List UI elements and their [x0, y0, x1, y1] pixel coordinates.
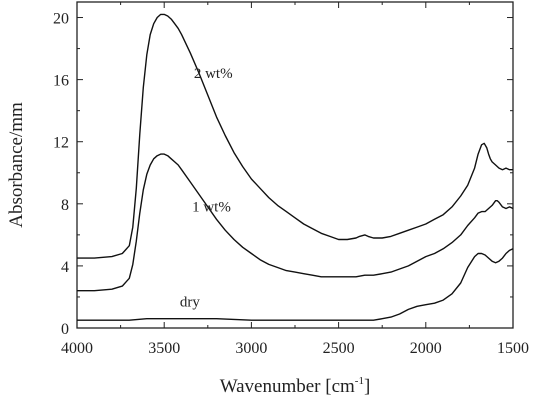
- y-tick-label: 0: [61, 321, 69, 338]
- series-annotation: 2 wt%: [194, 66, 233, 82]
- x-tick-label: 2000: [410, 340, 442, 357]
- x-ticks: 4000 3500 3000 2500 2000 1500: [61, 2, 529, 357]
- series-annotation: dry: [180, 294, 200, 310]
- x-tick-label: 3500: [148, 340, 180, 357]
- x-tick-label: 2500: [323, 340, 355, 357]
- y-tick-label: 12: [53, 135, 69, 152]
- series-lines: [77, 13, 514, 321]
- y-ticks: 0 4 8 12 16 20: [53, 11, 513, 338]
- series-line-2-wt: [77, 13, 513, 259]
- x-axis-label-sup: -1: [355, 375, 364, 387]
- x-axis-label: Wavenumber [cm-1]: [220, 375, 371, 397]
- x-axis-label-main: Wavenumber [cm: [220, 376, 355, 397]
- y-tick-label: 20: [53, 11, 69, 28]
- x-axis-label-end: ]: [364, 376, 370, 397]
- x-tick-label: 3000: [235, 340, 267, 357]
- y-axis-label: Absorbance/mm: [6, 102, 27, 228]
- y-tick-label: 4: [61, 259, 69, 276]
- y-tick-label: 8: [61, 197, 69, 214]
- series-annotations: 2 wt% 1 wt% dry: [180, 66, 233, 310]
- plot-frame: [76, 1, 514, 329]
- x-tick-label: 4000: [61, 340, 93, 357]
- x-tick-label: 1500: [497, 340, 529, 357]
- series-annotation: 1 wt%: [192, 200, 231, 216]
- y-tick-label: 16: [53, 73, 69, 90]
- series-line-1-wt: [77, 153, 514, 292]
- series-line-dry: [77, 248, 514, 321]
